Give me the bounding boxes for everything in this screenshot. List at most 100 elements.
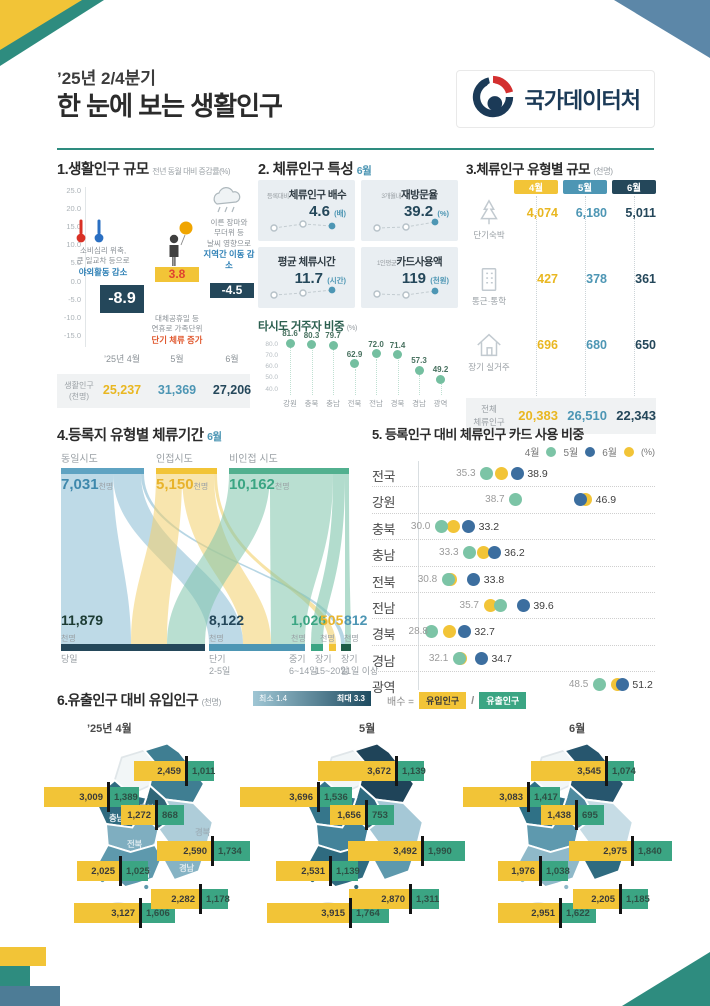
card4-sparkline (369, 285, 444, 305)
lollipop-category: 강원 (283, 399, 297, 408)
formula-slash: / (471, 694, 475, 707)
house-icon (474, 330, 504, 365)
lollipop-stem (354, 368, 356, 395)
y-axis-line (85, 187, 86, 347)
taegeuk-logo-icon (471, 75, 515, 124)
month-dot-apr (434, 519, 448, 533)
max-value-label: 36.2 (504, 547, 525, 560)
map-month-label: ’25년 4월 (87, 723, 132, 735)
lollipop-stem (376, 358, 377, 395)
map-label-tick (421, 836, 424, 866)
card-card-spending: 1인평균카드사용액 119 (천원) (361, 247, 458, 308)
section-stay-duration-sankey: 4.등록지 유형별 체류기간 6월 (57, 424, 378, 686)
may-annotation-line1: 대체공휴일 등 (154, 314, 200, 323)
map-region-name: 충남 (109, 813, 124, 823)
formula-eq: 배수 = (387, 697, 415, 708)
stay-count-value: 427 (537, 272, 558, 286)
legend-june-label: 6월 (602, 448, 617, 459)
inflow-bar: 2,282 (151, 889, 199, 909)
month-dot-may (462, 519, 476, 533)
corner-decoration-top-right (614, 0, 710, 58)
section5-legend: 4월 5월 6월 (%) (525, 444, 655, 459)
card-usage-dot-plot: 전국 35.3 38.9 강원 38.7 46.9 충북 30.0 33.2 충남 33.3 36.2… (372, 461, 655, 695)
strip-label-text: 생활인구 (64, 381, 94, 390)
outflow-bar: 1,011 (188, 761, 215, 781)
dot-plot-row: 광역 48.5 51.2 (372, 671, 655, 697)
sankey-source-value: 10,162천명 (229, 476, 290, 493)
sankey-target-label: 중기 6~14일 (289, 654, 318, 676)
column-dotted-line (585, 196, 586, 396)
y-tick-label: 10.0 (66, 240, 81, 250)
lollipop-value: 71.4 (389, 340, 406, 350)
total-row-label: 전체 체류인구 (466, 403, 512, 429)
map-label-tick (329, 856, 332, 886)
y-axis: 25.0 20.0 15.0 10.0 5.0 0.0 -5.0 -10.0 -15.0 (57, 180, 81, 350)
month-dot-apr (463, 546, 477, 560)
month-dot-apr (480, 467, 494, 480)
sankey-target-value: 1,026 천명 (291, 612, 327, 643)
sankey-target-label: 장기 21일 이상 (341, 654, 379, 676)
section6-title: 6.유출인구 대비 유입인구 (57, 692, 199, 708)
inflow-bar: 3,915 (267, 903, 349, 923)
month-dot-may (467, 572, 481, 586)
section3-unit: (천명) (593, 166, 613, 176)
stay-population-table: 단기숙박 4,074 6,180 5,011 통근·통학 427 378 361 장기 실거주 6… (466, 158, 656, 434)
lollipop-y-tick: 40.0 (265, 385, 278, 393)
column-dotted-line (536, 196, 537, 396)
map-label-tick (365, 800, 368, 830)
min-value-label: 35.7 (459, 599, 479, 611)
card3-value: 11.7 (294, 270, 324, 287)
column-dotted-line (634, 196, 635, 396)
y-tick-label: 5.0 (70, 258, 81, 268)
map-label-tick (539, 856, 542, 886)
agency-name: 국가데이터처 (524, 88, 641, 113)
dot-plot-track: 28.8 32.7 (409, 619, 651, 644)
sankey-source-value: 5,150천명 (156, 476, 209, 493)
card1-value: 4.6 (309, 203, 330, 220)
korea-maps-row: ’25년 4월강원충북충남경북전북전남경남2,4591,0111,2728683… (44, 720, 672, 945)
ratio-formula: 배수 = 유입인구 / 유출인구 (387, 692, 527, 709)
inflow-bar: 1,976 (498, 861, 539, 881)
region-label: 경북 (372, 627, 395, 643)
lollipop-value: 81.6 (282, 329, 298, 339)
map-label-tick (185, 756, 188, 786)
lollipop-category: 광역 (433, 399, 448, 408)
outflow-bar: 753 (368, 805, 394, 825)
outflow-bar: 1,417 (530, 787, 560, 807)
lollipop-title: 타시도 거주자 비중 (%) (258, 318, 357, 334)
y-tick-label: 20.0 (66, 204, 81, 214)
inflow-chip: 유입인구 (419, 692, 467, 709)
inflow-bar: 1,656 (330, 805, 365, 825)
y-tick-label: 0.0 (70, 276, 81, 286)
row-type-label: 장기 실거주 (468, 362, 510, 372)
sankey-target-value: 11,879 천명 (61, 612, 104, 643)
card1-prefix: 등록대비 (266, 193, 289, 200)
stay-count-value: 680 (586, 338, 607, 352)
card1-name: 체류인구 배수 (288, 189, 347, 201)
dot-plot-row: 전국 35.3 38.9 (372, 461, 655, 486)
legend-april-dot (546, 446, 557, 457)
lollipop-category: 충북 (304, 399, 319, 408)
min-value-label: 30.8 (417, 573, 438, 585)
section2-period: 6월 (356, 165, 372, 177)
dot-plot-row: 경남 32.1 34.7 (372, 644, 655, 671)
other-province-resident-chart: 80.0 70.0 60.0 50.0 40.0 81.6 강원 80.3 충북 79.7 충남 62… (258, 329, 458, 410)
section4-title: 4.등록지 유형별 체류기간 (57, 428, 204, 444)
month-dot-jun (483, 598, 497, 612)
inflow-bar: 2,870 (349, 889, 409, 909)
inflow-bar: 3,083 (463, 787, 527, 807)
lollipop-stem (419, 375, 420, 395)
map-label-tick (409, 884, 412, 914)
building-icon (474, 264, 504, 299)
card3-unit: (시간) (327, 276, 346, 285)
total-april: 25,237 (102, 383, 142, 397)
month-dot-apr (424, 625, 438, 639)
section-living-population: 1.생활인구 규모 전년 동월 대비 증감률(%) 25.0 20.0 15.0 10… (57, 158, 254, 410)
map-month-label: 6월 (569, 723, 586, 735)
card-stay-hours: 평균 체류시간 11.7 (시간) (258, 247, 355, 308)
month-dot-apr (452, 651, 466, 665)
sankey-source-label: 인접시도 (156, 454, 193, 465)
korea-map-2: 5월 3,672 1,139 1,656 753 3,696 1,536 3,492 1,990… (240, 720, 467, 940)
lollipop-dot (285, 338, 295, 348)
strip-label-unit: (천명) (68, 392, 90, 402)
